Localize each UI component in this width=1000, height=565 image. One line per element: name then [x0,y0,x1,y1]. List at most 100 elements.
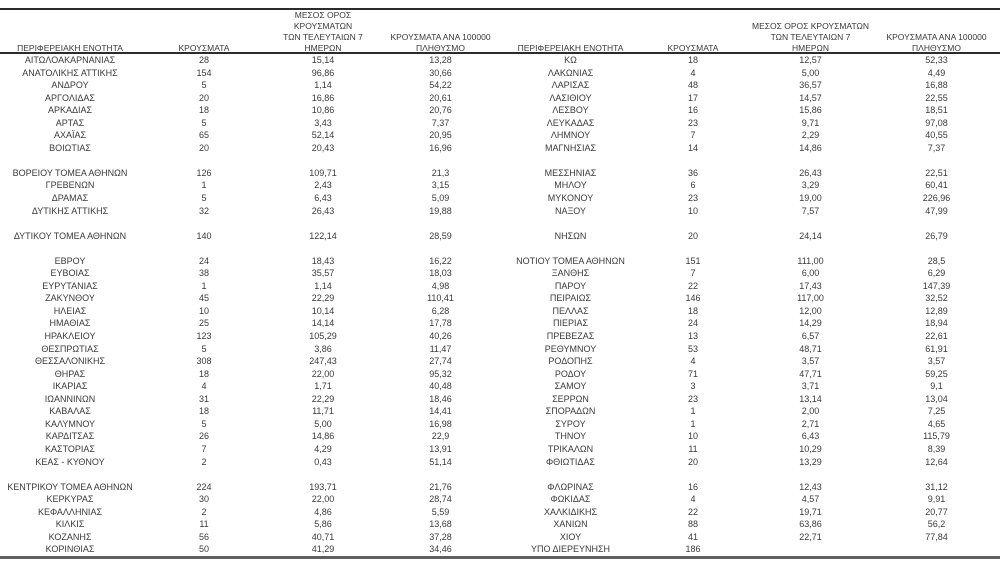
avg7-cell: 6,00 [801,268,820,279]
avg7-cell: 40,71 [311,531,335,542]
region-cell: ΚΙΛΚΙΣ [55,519,85,530]
region-cell: ΣΑΜΟΥ [554,381,587,392]
avg7-cell: 11,71 [312,406,334,417]
cases-cell: 7 [201,443,207,454]
region-cell: ΘΕΣΠΡΩΤΙΑΣ [41,343,99,354]
region-cell: ΡΟΔΟΥ [554,368,587,379]
avg7-cell: 16,86 [311,92,335,103]
table-row: ΚΕΝΤΡΙΚΟΥ ΤΟΜΕΑ ΑΘΗΝΩΝ 224 193,71 21,76 ΦΛΩΡ… [0,481,1000,494]
cases-cell: 24 [687,318,698,329]
region-cell: ΘΗΡΑΣ [54,368,86,379]
region-cell: ΚΕΝΤΡΙΚΟΥ ΤΟΜΕΑ ΑΘΗΝΩΝ [7,481,133,492]
region-cell: ΧΑΝΙΩΝ [553,519,588,530]
region-cell: ΤΗΝΟΥ [554,431,587,442]
avg7-cell: 3,86 [314,343,332,354]
cases-cell [638,242,748,255]
region-cell: ΛΑΚΩΝΙΑΣ [547,67,594,78]
cases-cell: 1 [201,180,207,191]
per100k-cell: 5,09 [431,193,450,204]
per100k-cell: 14,41 [429,406,452,417]
region-cell: ΔΥΤΙΚΗΣ ΑΤΤΙΚΗΣ [31,205,109,216]
table-row: ΚΙΛΚΙΣ 11 5,86 13,68 ΧΑΝΙΩΝ 88 63,86 56,2 [0,518,1000,531]
per100k-cell: 7,25 [927,406,946,417]
region-cell: ΠΙΕΡΙΑΣ [552,318,589,329]
per100k-cell: 40,55 [925,130,948,141]
avg7-cell: 2,29 [801,130,820,141]
cases-cell: 151 [685,255,701,266]
header-region-left: ΠΕΡΙΦΕΡΕΙΑΚΗ ΕΝΟΤΗΤΑ [17,43,123,53]
cases-cell: 17 [687,92,698,103]
table-row: ΖΑΚΥΝΘΟΥ 45 22,29 110,41 ΠΕΙΡΑΙΩΣ 146 117,00 32… [0,292,1000,305]
cases-cell: 88 [687,519,698,530]
cases-cell: 30 [198,494,209,505]
per100k-cell: 6,29 [927,268,946,279]
region-cell: ΖΑΚΥΝΘΟΥ [45,293,95,304]
avg7-cell [748,242,873,255]
per100k-cell: 22,51 [925,167,948,178]
per100k-cell [378,468,503,481]
region-cell: ΕΥΒΟΙΑΣ [50,268,90,279]
region-cell: ΥΠΟ ΔΙΕΡΕΥΝΗΣΗ [530,544,611,555]
per100k-cell: 51,14 [429,456,452,467]
per100k-cell: 37,28 [429,531,452,542]
avg7-cell: 247,43 [309,356,337,367]
per100k-cell: 4,98 [431,280,450,291]
cases-cell: 45 [198,293,209,304]
cases-cell: 1 [201,280,207,291]
avg7-cell: 41,29 [311,544,335,555]
table-row: ΔΡΑΜΑΣ 5 6,43 5,09 ΜΥΚΟΝΟΥ 23 19,00 226,96 [0,192,1000,205]
avg7-cell: 12,43 [799,481,822,492]
region-cell: ΠΑΡΟΥ [554,280,587,291]
cases-cell: 53 [687,343,698,354]
per100k-cell: 20,61 [429,92,452,103]
avg7-cell: 15,14 [311,55,335,65]
cases-cell: 25 [198,318,209,329]
per100k-cell: 60,41 [925,180,948,191]
table-row: ΑΡΤΑΣ 5 3,43 7,37 ΛΕΥΚΑΔΑΣ 23 9,71 97,08 [0,117,1000,130]
avg7-cell: 111,00 [797,255,824,266]
cases-cell: 50 [198,544,209,555]
cases-cell: 4 [201,381,207,392]
region-cell: ΑΡΤΑΣ [55,117,85,128]
per100k-cell: 22,9 [431,431,450,442]
cases-cell: 5 [201,193,207,204]
avg7-cell: 20,43 [311,142,335,153]
cases-cell: 20 [687,230,698,241]
avg7-cell: 10,86 [311,105,335,116]
avg7-cell: 63,86 [799,519,822,530]
cases-cell: 2 [201,506,207,517]
per100k-cell: 20,76 [429,105,452,116]
avg7-cell: 0,43 [314,456,332,467]
region-cell: ΜΕΣΣΗΝΙΑΣ [544,167,597,178]
cases-cell: 5 [201,418,207,429]
per100k-cell: 4,65 [927,418,946,429]
header-cases-left: ΚΡΟΥΣΜΑΤΑ [178,43,230,53]
per100k-cell: 32,52 [925,293,948,304]
per100k-cell: 13,28 [429,55,452,65]
region-cell: ΚΕΡΚΥΡΑΣ [46,494,94,505]
region-cell: ΚΕΑΣ - ΚΥΘΝΟΥ [35,456,105,467]
header-region-right: ΠΕΡΙΦΕΡΕΙΑΚΗ ΕΝΟΤΗΤΑ [517,43,624,53]
avg7-cell: 193,71 [309,481,337,492]
cases-cell: 1 [690,418,696,429]
per100k-cell: 13,04 [925,393,948,404]
regional-cases-table: ΠΕΡΙΦΕΡΕΙΑΚΗ ΕΝΟΤΗΤΑ ΚΡΟΥΣΜΑΤΑ ΜΕΣΟΣ ΟΡΟ… [0,8,1000,559]
avg7-cell: 35,57 [311,268,335,279]
cases-cell: 10 [198,305,209,316]
cases-cell [140,468,268,481]
avg7-cell [268,242,378,255]
avg7-cell: 19,00 [799,193,822,204]
avg7-cell: 117,00 [797,293,824,304]
cases-cell: 10 [687,431,698,442]
per100k-cell [873,468,1000,481]
region-cell [0,154,140,167]
region-cell: ΕΒΡΟΥ [54,255,86,266]
cases-cell: 224 [196,481,212,492]
cases-cell: 5 [201,343,207,354]
region-cell: ΧΑΛΚΙΔΙΚΗΣ [543,506,598,517]
cases-cell: 308 [196,356,212,367]
per100k-cell: 115,79 [923,431,950,442]
cases-cell: 38 [198,268,209,279]
cases-cell: 4 [690,494,696,505]
table-row: ΚΕΑΣ - ΚΥΘΝΟΥ 2 0,43 51,14 ΦΘΙΩΤΙΔΑΣ 20 13,29 1… [0,456,1000,469]
